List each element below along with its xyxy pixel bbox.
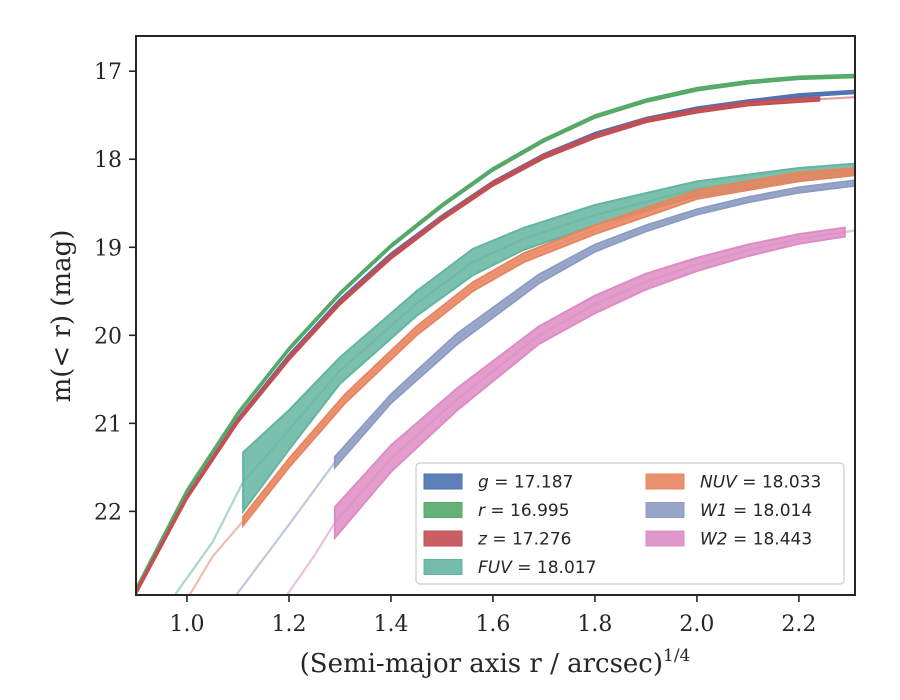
series-4 xyxy=(188,166,855,595)
y-tick-label: 22 xyxy=(94,500,122,525)
legend-label-var: W1 xyxy=(700,501,728,521)
legend-label: z = 17.276 xyxy=(477,530,571,550)
legend-label: FUV = 18.017 xyxy=(478,558,596,578)
x-tick-label: 1.6 xyxy=(475,612,510,637)
y-tick-label: 21 xyxy=(94,412,122,437)
legend-swatch xyxy=(423,502,463,518)
legend-item: W2 = 18.443 xyxy=(645,530,812,550)
legend-item: FUV = 18.017 xyxy=(423,558,596,578)
legend-label-var: W2 xyxy=(700,530,728,550)
y-axis-title: m(< r) (mag) xyxy=(47,230,77,403)
x-tick-label: 1.0 xyxy=(169,612,204,637)
series-5-band xyxy=(333,179,855,471)
legend-label-value: = 18.443 xyxy=(728,530,813,550)
legend-label-value: = 18.014 xyxy=(728,501,813,521)
series-6 xyxy=(285,226,855,595)
legend-item: W1 = 18.014 xyxy=(645,501,812,521)
legend-label: r = 16.995 xyxy=(478,501,570,521)
y-tick-label: 19 xyxy=(94,236,122,261)
legend-label: W1 = 18.014 xyxy=(700,501,812,521)
legend-swatch xyxy=(645,473,685,490)
series-2 xyxy=(136,96,855,595)
legend-label-var: r xyxy=(478,501,486,521)
x-tick-label: 2.0 xyxy=(679,612,714,637)
legend-item: z = 17.276 xyxy=(423,530,571,550)
legend-label-value: = 17.276 xyxy=(487,530,572,550)
legend-label-value: = 18.017 xyxy=(512,558,597,578)
series-1 xyxy=(136,73,855,592)
legend-swatch xyxy=(645,502,685,518)
legend-label-var: NUV xyxy=(700,473,738,493)
legend-swatch xyxy=(423,473,463,490)
x-axis: 1.0 1.2 1.4 1.6 1.8 2.0 2.2 xyxy=(169,595,816,637)
y-tick-label: 17 xyxy=(94,60,122,85)
y-tick-label: 20 xyxy=(94,324,122,349)
legend-label-var: g xyxy=(478,473,489,493)
legend-item: r = 16.995 xyxy=(423,501,570,521)
series-2-band xyxy=(136,96,821,595)
legend-swatch xyxy=(423,530,463,547)
legend-label-value: = 17.187 xyxy=(489,473,574,493)
legend-item: g = 17.187 xyxy=(423,473,573,493)
legend-item: NUV = 18.033 xyxy=(645,473,821,493)
legend-label: W2 = 18.443 xyxy=(700,530,812,550)
legend-box xyxy=(415,462,845,585)
legend-label-var: z xyxy=(477,530,488,550)
legend-label-var: FUV xyxy=(478,558,513,578)
series-3-band xyxy=(242,162,855,515)
series-1-band xyxy=(136,73,855,592)
x-tick-label: 1.4 xyxy=(373,612,408,637)
plot-frame xyxy=(135,35,856,596)
series-4-band xyxy=(242,166,855,529)
series-6-band xyxy=(333,226,846,541)
legend-label-value: = 18.033 xyxy=(737,473,822,493)
series-5 xyxy=(234,179,855,595)
x-tick-label: 2.2 xyxy=(781,612,816,637)
x-tick-label: 1.2 xyxy=(271,612,306,637)
y-tick-label: 18 xyxy=(94,148,122,173)
legend-swatch xyxy=(645,530,685,547)
legend-swatch xyxy=(423,559,463,575)
x-axis-title: (Semi-major axis r / arcsec)1/4 xyxy=(300,646,691,679)
x-axis-title-exponent: 1/4 xyxy=(663,646,690,666)
x-tick-label: 1.8 xyxy=(577,612,612,637)
x-axis-title-text: (Semi-major axis r / arcsec) xyxy=(300,649,663,679)
series-layer xyxy=(136,73,855,595)
legend-label: NUV = 18.033 xyxy=(700,473,821,493)
legend-label: g = 17.187 xyxy=(478,473,573,493)
legend-label-value: = 16.995 xyxy=(485,501,570,521)
y-axis: 17 18 19 20 21 22 xyxy=(94,60,136,525)
